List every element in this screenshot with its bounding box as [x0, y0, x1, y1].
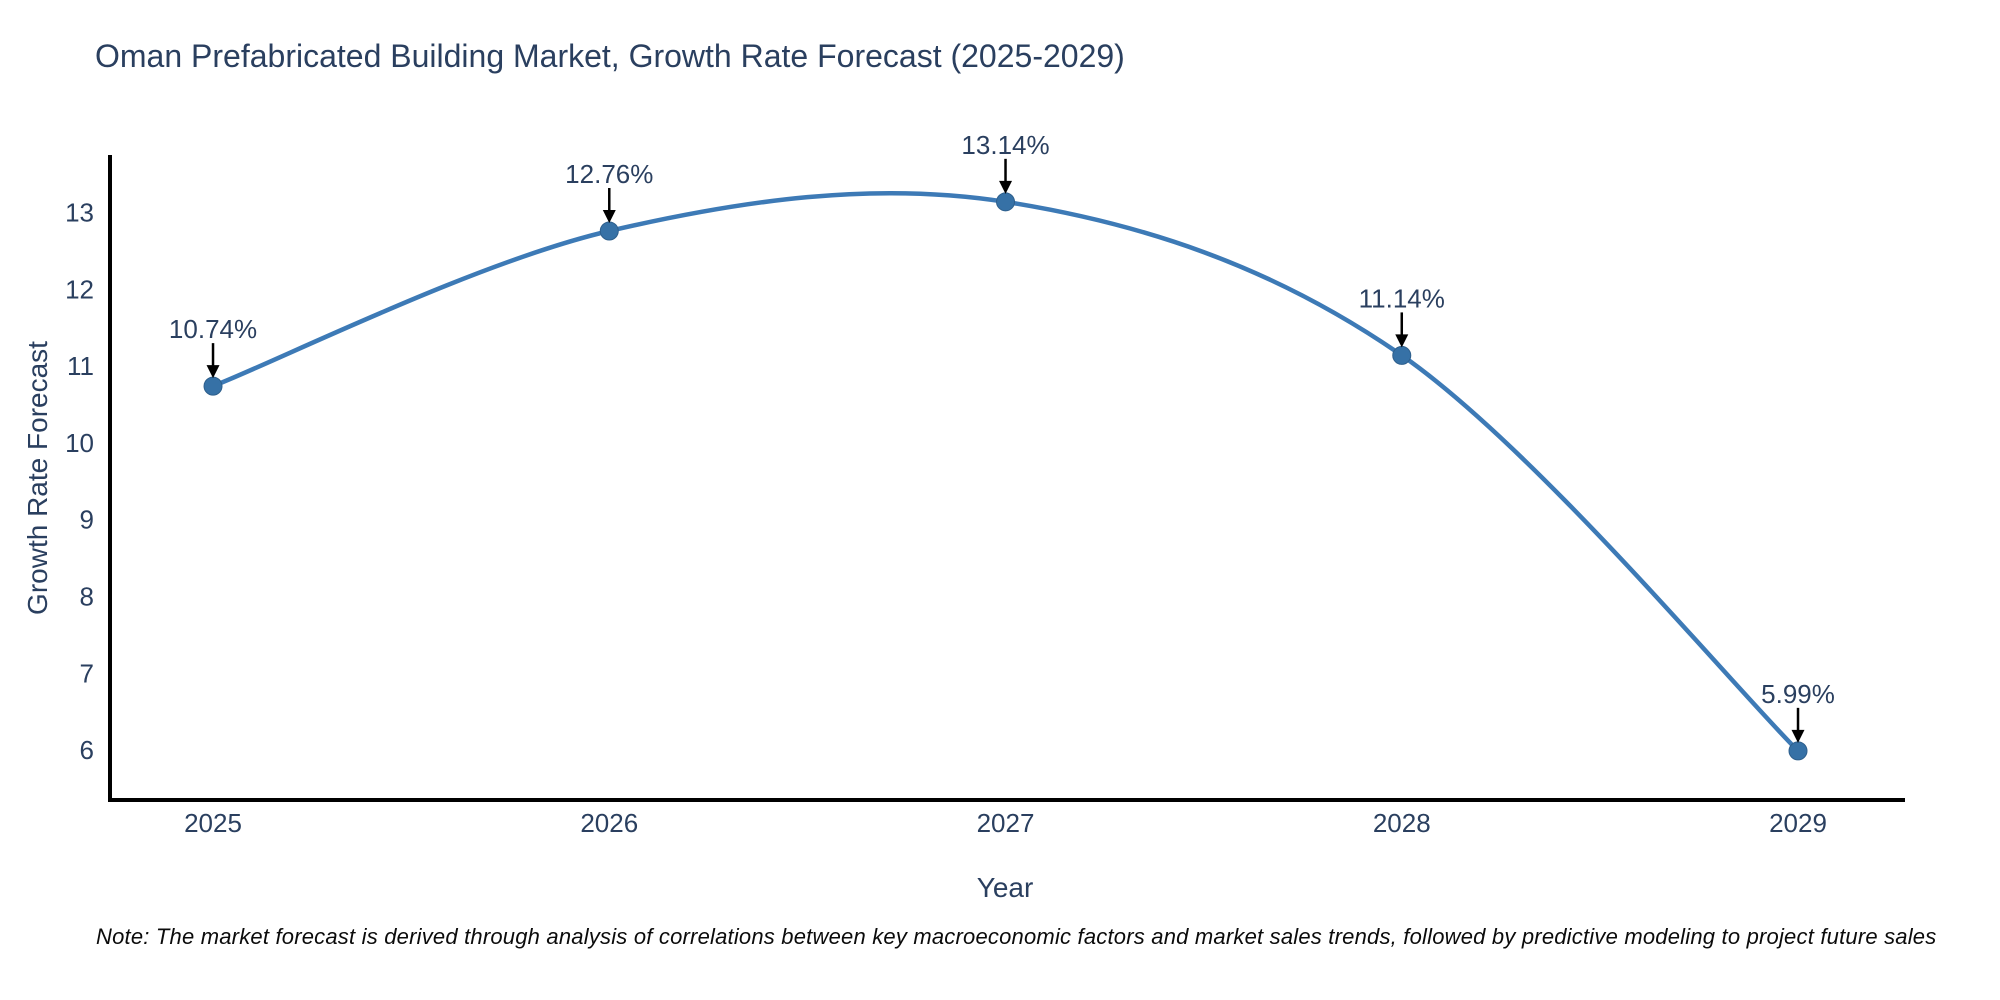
annotation-arrow-head [206, 365, 220, 379]
x-tick-label: 2026 [580, 808, 638, 838]
annotation-label: 5.99% [1761, 679, 1835, 709]
y-tick-label: 13 [65, 198, 94, 228]
chart-title: Oman Prefabricated Building Market, Grow… [95, 38, 1125, 74]
series-line [210, 190, 1801, 754]
annotation-arrow-head [602, 210, 616, 224]
y-tick-label: 8 [80, 582, 94, 612]
annotation-label: 10.74% [169, 314, 257, 344]
annotation-label: 12.76% [565, 159, 653, 189]
x-axis-title: Year [976, 872, 1034, 903]
data-point-marker [1788, 741, 1808, 761]
annotation-label: 11.14% [1359, 283, 1445, 313]
data-point-marker [599, 221, 619, 241]
y-axis-title: Growth Rate Forecast [22, 341, 53, 615]
x-tick-label: 2029 [1769, 808, 1827, 838]
x-tick-label: 2027 [977, 808, 1035, 838]
y-tick-label: 6 [80, 735, 94, 765]
data-point-marker [1392, 345, 1412, 365]
data-point-marker [996, 192, 1016, 212]
x-tick-label: 2028 [1373, 808, 1431, 838]
annotation-label: 13.14% [961, 130, 1049, 160]
y-tick-label: 10 [65, 428, 94, 458]
x-tick-label: 2025 [184, 808, 242, 838]
annotation-arrow-head [1395, 334, 1409, 348]
y-tick-label: 9 [80, 505, 94, 535]
y-tick-label: 11 [67, 351, 94, 381]
data-point-marker [203, 376, 223, 396]
annotation-arrow-head [1791, 729, 1805, 743]
footnote: Note: The market forecast is derived thr… [96, 924, 1937, 949]
y-tick-label: 7 [80, 658, 94, 688]
annotation-arrow-head [999, 180, 1013, 194]
y-tick-label: 12 [65, 274, 94, 304]
